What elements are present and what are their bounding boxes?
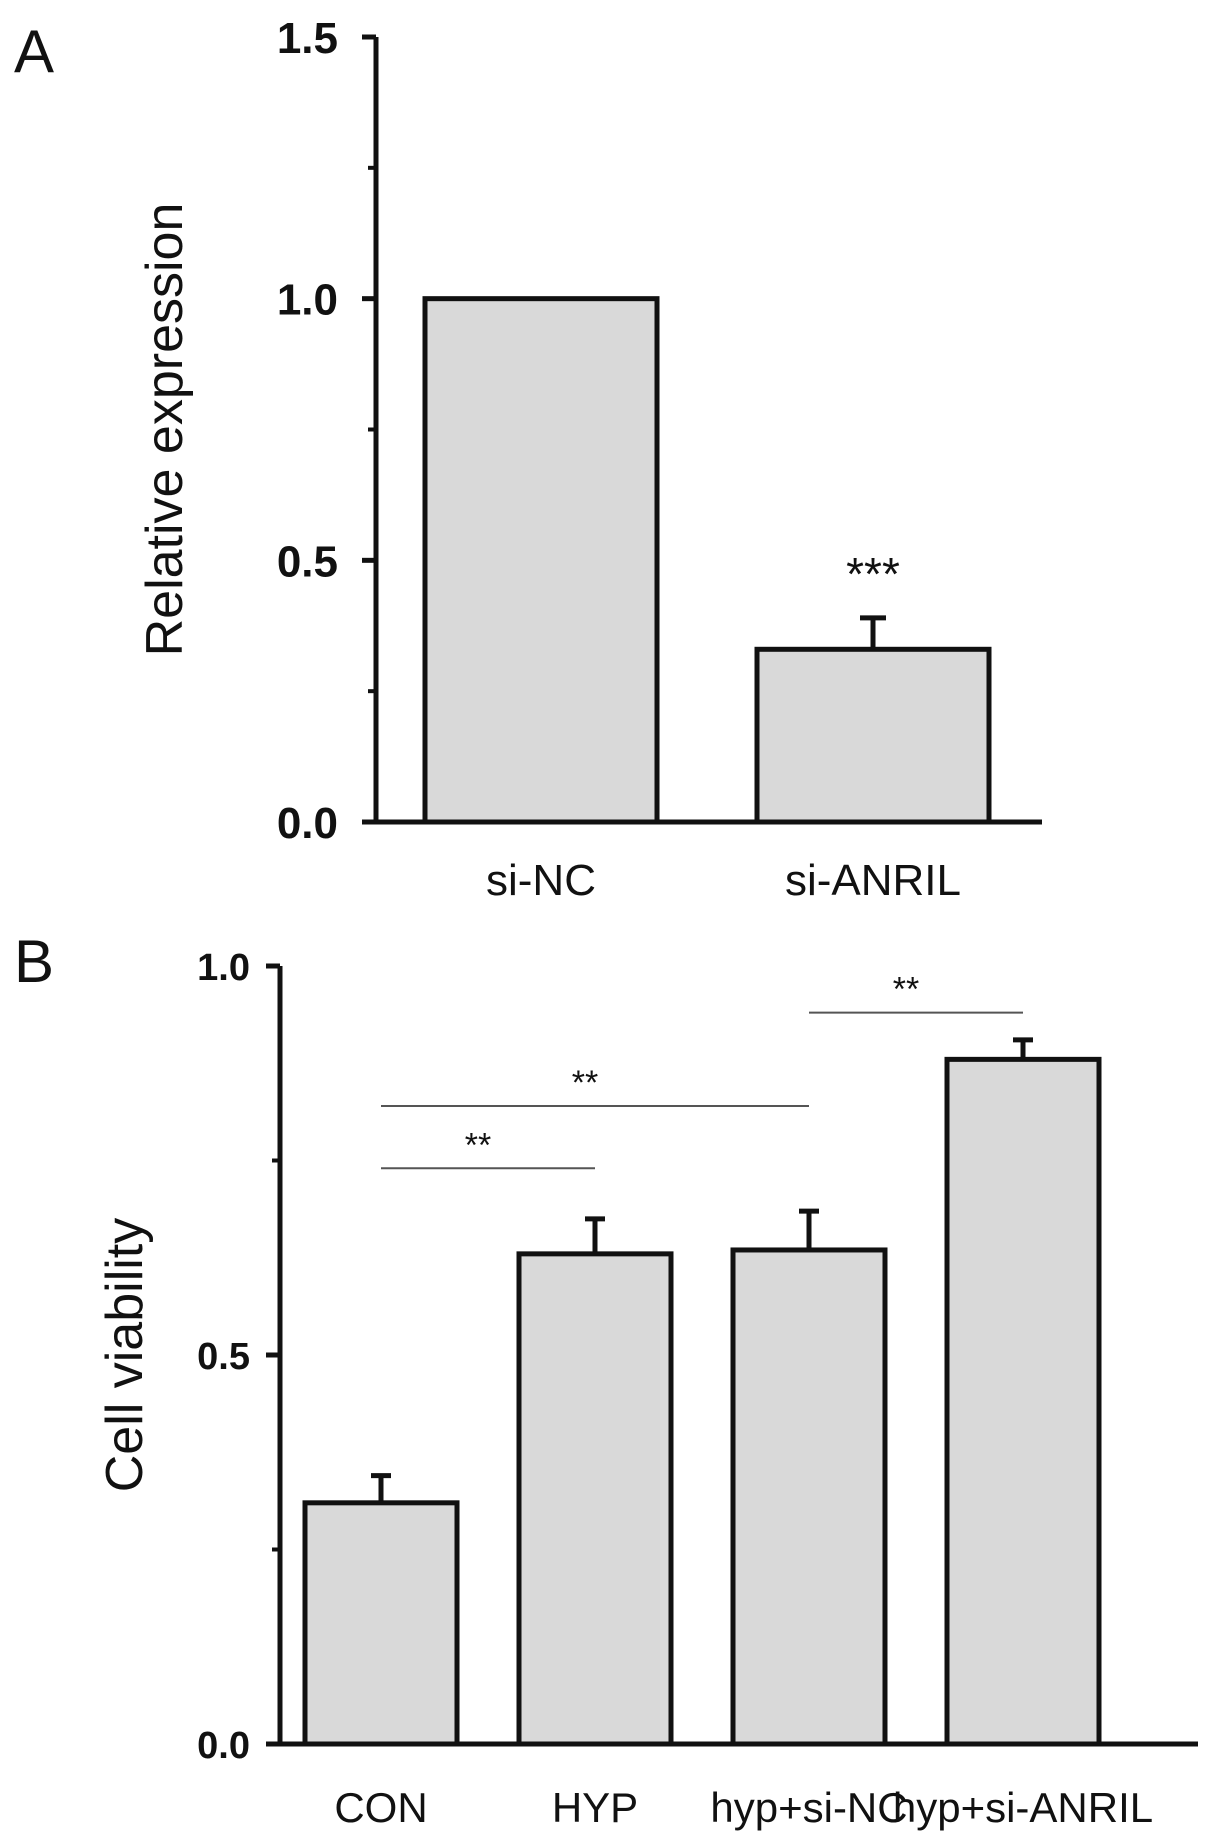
- y-tick-label: 1.0: [277, 276, 338, 325]
- x-category-label: CON: [334, 1784, 427, 1831]
- x-category-label: HYP: [552, 1784, 638, 1831]
- significance-label: **: [572, 1064, 598, 1102]
- y-axis-title: Relative expression: [136, 203, 194, 657]
- panel-a: A 0.0 0.5 1.0 1.5 Relative expression si-NC si-…: [14, 14, 1042, 905]
- x-category-label: hyp+si-ANRIL: [893, 1784, 1153, 1831]
- significance-label: **: [465, 1126, 491, 1164]
- significance-label: **: [893, 971, 919, 1009]
- bar-hyp-si-anril: [944, 1056, 1102, 1747]
- y-tick-label: 0.5: [277, 537, 338, 586]
- y-tick-label: 0.5: [197, 1336, 250, 1378]
- y-tick-label: 1.5: [277, 14, 338, 63]
- bar-hyp: [516, 1251, 674, 1747]
- bar-si-nc: [422, 296, 660, 825]
- x-category-label: si-ANRIL: [785, 856, 961, 905]
- significance-label: ***: [846, 548, 900, 600]
- y-axis-title: Cell viability: [96, 1218, 154, 1493]
- panel-b: B 0.0 0.5 1.0 Cell viability CON HYP hyp+si-NCh…: [14, 928, 1198, 1831]
- y-tick-label: 1.0: [197, 947, 250, 989]
- x-category-label: hyp+si-NC: [710, 1784, 907, 1831]
- bar-con: [302, 1500, 460, 1747]
- bar-si-anril: [754, 646, 992, 825]
- y-tick-label: 0.0: [277, 799, 338, 848]
- panel-letter: A: [14, 18, 54, 85]
- bar-hyp-si-nc: [730, 1247, 888, 1747]
- x-category-label: si-NC: [486, 856, 596, 905]
- y-tick-label: 0.0: [197, 1725, 250, 1767]
- panel-letter: B: [14, 928, 54, 995]
